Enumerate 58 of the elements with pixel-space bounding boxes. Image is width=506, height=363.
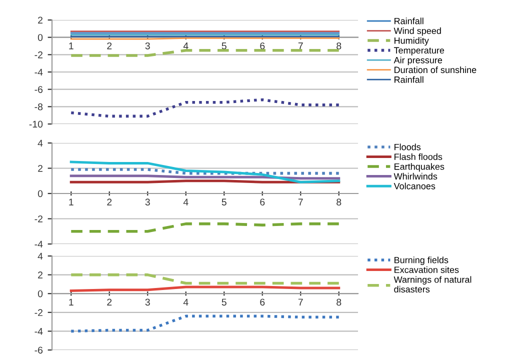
y-tick-label: 0 — [38, 290, 43, 298]
y-tick-label: -4 — [34, 328, 43, 335]
y-tick-label: -2 — [34, 309, 42, 316]
y-tick-label: 2 — [38, 164, 42, 172]
x-tick-label: 1 — [69, 198, 74, 206]
line-series — [70, 98, 340, 118]
legend-label: Air pressure — [394, 56, 442, 66]
x-tick-label: 8 — [336, 198, 342, 206]
y-tick-label: 2 — [38, 16, 42, 24]
x-tick-label: 8 — [336, 42, 342, 50]
x-tick-label: 2 — [107, 298, 112, 306]
x-tick-label: 5 — [222, 198, 226, 206]
legend-label: Duration of sunshine — [394, 66, 476, 74]
x-tick-label: 7 — [298, 198, 303, 206]
legend-label: Floods — [394, 144, 421, 150]
y-tick-label: 2 — [38, 272, 42, 278]
x-tick-label: 4 — [183, 198, 188, 206]
legend-label: Flash floods — [394, 153, 442, 160]
x-tick-label: 4 — [183, 42, 188, 50]
x-tick-label: 3 — [145, 42, 150, 50]
x-tick-label: 2 — [107, 42, 112, 50]
x-tick-label: 2 — [107, 198, 112, 206]
x-tick-label: 3 — [145, 198, 150, 206]
legend-label: Rainfall — [394, 76, 424, 83]
y-tick-label: -10 — [29, 120, 43, 128]
x-tick-label: 3 — [145, 298, 150, 306]
y-tick-label: -6 — [34, 346, 43, 354]
x-tick-label: 1 — [69, 298, 74, 306]
x-tick-label: 8 — [336, 298, 342, 306]
y-tick-label: 0 — [38, 34, 43, 41]
x-tick-label: 7 — [298, 298, 303, 306]
x-tick-label: 5 — [222, 298, 226, 306]
x-tick-label: 4 — [183, 298, 188, 306]
legend-label: Humidity — [394, 37, 429, 46]
line-series — [70, 160, 340, 184]
legend-label: Earthquakes — [394, 163, 444, 172]
y-tick-label: 4 — [38, 140, 43, 147]
legend-label: Whirlwinds — [394, 172, 438, 180]
y-tick-label: 4 — [38, 252, 43, 260]
x-tick-label: 6 — [260, 298, 265, 306]
y-tick-label: -6 — [34, 86, 43, 93]
x-tick-label: 1 — [69, 42, 74, 50]
legend-label: Wind speed — [394, 27, 441, 36]
x-tick-label: 6 — [260, 198, 265, 206]
legend-label: Warnings of natural disasters — [394, 276, 472, 293]
y-tick-label: -8 — [34, 103, 43, 110]
legend-label: Volcanoes — [394, 182, 436, 190]
y-tick-label: -4 — [34, 240, 43, 248]
y-tick-label: 0 — [38, 190, 43, 198]
legend-label: Excavation sites — [394, 266, 459, 274]
legend-label: Temperature — [394, 47, 444, 56]
line-series — [70, 314, 340, 333]
y-tick-label: -4 — [34, 68, 43, 76]
legend-label: Burning fields — [394, 256, 448, 266]
x-tick-label: 7 — [298, 42, 303, 50]
y-tick-label: -2 — [34, 215, 42, 222]
legend-label: Rainfall — [394, 18, 424, 24]
y-tick-label: -2 — [34, 51, 42, 58]
